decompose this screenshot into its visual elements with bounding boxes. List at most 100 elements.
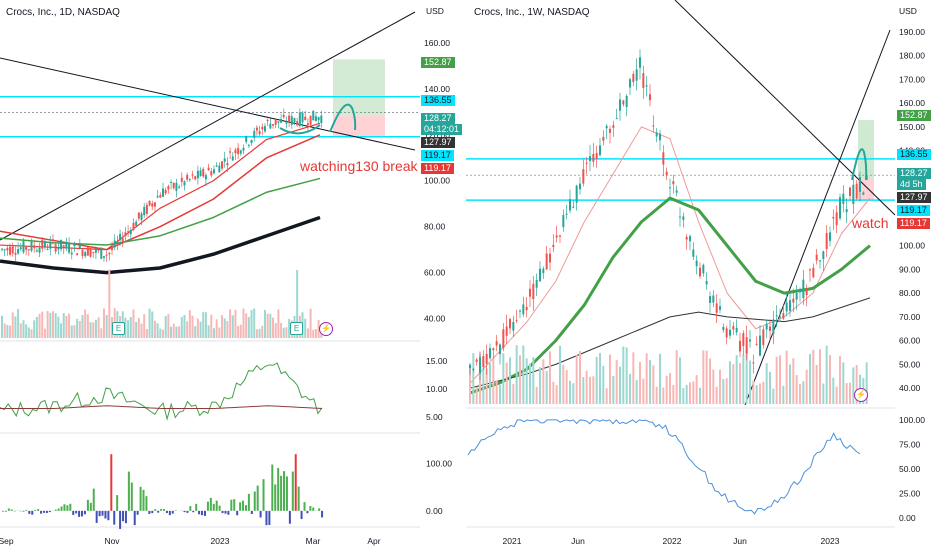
volume-bar xyxy=(589,376,591,404)
candle-body xyxy=(532,283,535,300)
volume-bar xyxy=(46,310,49,338)
histogram-bar xyxy=(268,510,271,526)
right-stop-price-label: 119.17 xyxy=(897,218,930,229)
trendline xyxy=(0,11,416,241)
volume-bar xyxy=(855,364,858,404)
volume-bar xyxy=(27,327,30,338)
earnings-icon[interactable]: E xyxy=(112,322,125,335)
indicator-tick-label: 5.00 xyxy=(426,412,443,422)
candle-body xyxy=(749,339,751,342)
volume-bar xyxy=(725,378,728,404)
histogram-bar xyxy=(312,507,315,511)
volume-bar xyxy=(772,388,775,404)
histogram-bar xyxy=(309,506,312,511)
candle-body xyxy=(111,247,114,251)
candle-body xyxy=(515,320,518,322)
histogram-bar xyxy=(274,484,277,511)
volume-bar xyxy=(475,386,478,404)
candle-body xyxy=(685,236,688,240)
histogram-bar xyxy=(89,502,92,511)
histogram-bar xyxy=(136,510,139,515)
projection-arrow xyxy=(329,103,357,133)
candle-body xyxy=(306,123,309,125)
candle-body xyxy=(469,364,471,369)
histogram-bar xyxy=(203,510,206,516)
histogram-bar xyxy=(201,510,204,516)
trendline xyxy=(744,29,891,406)
volume-bar xyxy=(852,367,855,404)
time-axis-label: 2022 xyxy=(663,536,682,546)
histogram-bar xyxy=(259,510,262,518)
candle-body xyxy=(105,254,108,256)
volume-bar xyxy=(92,322,95,338)
volume-bar xyxy=(689,382,691,404)
candle-body xyxy=(153,202,156,207)
candle-body xyxy=(180,177,183,182)
candle-body xyxy=(202,168,205,177)
candle-body xyxy=(70,252,73,255)
volume-bar xyxy=(585,370,588,404)
candle-body xyxy=(852,184,855,205)
lightning-icon[interactable]: ⚡ xyxy=(854,388,868,402)
candle-body xyxy=(655,132,658,137)
volume-bar xyxy=(635,380,638,404)
volume-bar xyxy=(789,364,791,404)
histogram-bar xyxy=(212,503,215,511)
volume-bar xyxy=(231,315,234,338)
volume-bar xyxy=(499,385,501,404)
candle-body xyxy=(290,116,293,125)
histogram-bar xyxy=(157,510,160,513)
histogram-bar xyxy=(198,510,201,515)
volume-bar xyxy=(3,323,6,338)
candle-body xyxy=(151,203,154,207)
volume-bar xyxy=(835,386,838,404)
volume-bar xyxy=(749,360,751,404)
histogram-bar xyxy=(321,510,324,518)
candle-body xyxy=(156,196,159,198)
right-chart-title: Crocs, Inc., 1W, NASDAQ xyxy=(474,7,590,18)
volume-bar xyxy=(140,323,143,338)
histogram-bar xyxy=(130,482,133,511)
candle-body xyxy=(582,169,585,184)
histogram-bar xyxy=(34,509,37,511)
volume-bar xyxy=(692,381,695,404)
histogram-bar xyxy=(40,510,43,514)
volume-bar xyxy=(579,351,581,404)
volume-bar xyxy=(829,354,831,404)
volume-bar xyxy=(94,319,97,338)
volume-bar xyxy=(226,321,229,338)
candle-body xyxy=(662,152,665,165)
candle-body xyxy=(94,248,97,253)
volume-bar xyxy=(108,269,111,338)
volume-bar xyxy=(722,379,725,404)
candle-body xyxy=(116,241,119,244)
candle-body xyxy=(261,126,264,130)
volume-bar xyxy=(19,323,22,338)
volume-bar xyxy=(612,375,615,404)
candle-body xyxy=(92,251,95,253)
candle-body xyxy=(535,279,538,288)
candle-body xyxy=(682,216,685,220)
volume-bar xyxy=(247,317,250,338)
candle-body xyxy=(779,316,781,318)
candle-body xyxy=(304,116,307,120)
earnings-icon[interactable]: E xyxy=(290,322,303,335)
candle-body xyxy=(51,239,54,241)
histogram-bar xyxy=(45,510,48,513)
candle-body xyxy=(41,239,44,249)
projection-arrow xyxy=(851,148,868,181)
candle-body xyxy=(715,303,718,313)
candle-body xyxy=(140,213,143,221)
price-tick-label: 140.00 xyxy=(424,84,450,94)
volume-bar xyxy=(555,385,558,404)
candle-body xyxy=(76,253,79,256)
lightning-icon[interactable]: ⚡ xyxy=(319,322,333,336)
volume-bar xyxy=(849,382,851,404)
left-support-price-label: 119.17 xyxy=(421,150,454,161)
candle-body xyxy=(702,264,705,274)
volume-bar xyxy=(237,326,240,338)
histogram-bar xyxy=(163,509,165,511)
candle-body xyxy=(859,177,861,192)
candle-body xyxy=(809,269,811,271)
volume-bar xyxy=(309,308,312,338)
